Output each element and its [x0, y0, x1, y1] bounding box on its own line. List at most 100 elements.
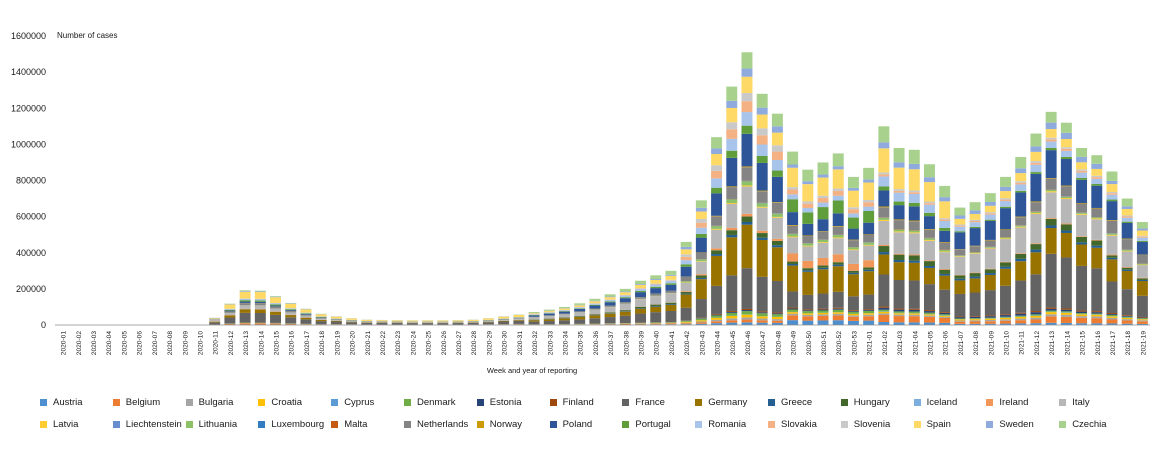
- bar-segment: [1000, 206, 1011, 209]
- bar-segment: [939, 220, 951, 228]
- legend-item: Spain: [913, 414, 951, 434]
- bar-segment: [695, 252, 707, 260]
- bar-segment: [893, 314, 905, 317]
- legend-row: Latvia Liechtenstein Lithuania Luxembourg Ma…: [40, 414, 1150, 436]
- bar-segment: [1106, 313, 1118, 314]
- bar-segment: [847, 217, 859, 229]
- bar-segment: [1121, 267, 1133, 270]
- bar-segment: [863, 269, 875, 272]
- bar-segment: [498, 321, 510, 325]
- bar-segment: [604, 305, 616, 307]
- bar-segment: [984, 201, 996, 206]
- legend-swatch: [840, 398, 848, 406]
- legend-item: France: [622, 392, 665, 412]
- legend-label: Italy: [1072, 396, 1090, 408]
- bar-segment: [756, 239, 768, 277]
- legend-swatch: [404, 398, 411, 406]
- bar-segment: [589, 314, 601, 315]
- bar-segment: [847, 239, 859, 241]
- bar-segment: [650, 279, 662, 280]
- x-tick-label: 2020-10: [197, 331, 204, 356]
- bar-segment: [1076, 236, 1088, 243]
- bar-segment: [665, 302, 677, 305]
- bar-segment: [1106, 281, 1118, 314]
- bar-segment: [1136, 264, 1148, 266]
- bar-segment: [1076, 242, 1088, 245]
- x-tick-label: 2020-16: [289, 331, 296, 356]
- bar-segment: [1121, 222, 1133, 239]
- legend-item: Bulgaria: [185, 392, 233, 412]
- bar-segment: [254, 292, 266, 299]
- bar-segment: [1106, 220, 1118, 221]
- bar-segment: [300, 317, 312, 320]
- bar-segment: [635, 308, 646, 309]
- bar-segment: [741, 224, 753, 269]
- legend-label: Iceland: [926, 396, 958, 408]
- bar-segment: [1015, 217, 1027, 226]
- legend-swatch: [768, 420, 775, 428]
- bar-segment: [695, 320, 707, 322]
- bar-segment: [908, 260, 920, 263]
- bar-segment: [1091, 268, 1103, 312]
- bar-segment: [924, 203, 935, 205]
- bar-segment: [847, 190, 859, 208]
- bar-segment: [254, 291, 266, 293]
- bar-segment: [832, 237, 844, 239]
- bar-segment: [771, 217, 783, 239]
- bar-segment: [635, 280, 646, 285]
- bar-segment: [665, 293, 677, 303]
- bar-segment: [498, 316, 510, 319]
- bar-segment: [1121, 319, 1133, 321]
- bar-segment: [756, 135, 768, 145]
- bar-segment: [1030, 146, 1042, 152]
- bar-segment: [1015, 216, 1027, 218]
- bar-segment: [330, 320, 342, 322]
- bar-segment: [832, 153, 844, 167]
- bar-segment: [1030, 211, 1042, 213]
- bar-segment: [695, 274, 707, 276]
- x-tick-label: 2020-02: [76, 331, 83, 356]
- bar-segment: [756, 93, 768, 108]
- bar-segment: [1060, 257, 1072, 309]
- bar-segment: [1121, 315, 1133, 317]
- bar-segment: [741, 314, 753, 318]
- bar-segment: [1030, 162, 1042, 165]
- bar-segment: [650, 293, 662, 296]
- bar-segment: [574, 305, 586, 307]
- bar-segment: [619, 310, 631, 312]
- bar-segment: [1060, 314, 1072, 317]
- legend-item: Slovenia: [840, 414, 890, 434]
- bar-segment: [711, 170, 723, 179]
- bar-segment: [939, 185, 951, 198]
- bar-segment: [1091, 318, 1103, 324]
- bar-segment: [771, 280, 783, 313]
- legend-label: Spain: [926, 418, 951, 430]
- bar-segment: [756, 320, 768, 323]
- bar-segment: [224, 308, 236, 310]
- bar-segment: [863, 167, 875, 180]
- bar-segment: [482, 322, 494, 325]
- bar-segment: [300, 312, 312, 314]
- bar-segment: [680, 266, 692, 277]
- legend-item: Portugal: [622, 414, 671, 434]
- bar-segment: [939, 289, 951, 313]
- bar-segment: [604, 296, 616, 298]
- bar-segment: [1091, 313, 1103, 315]
- x-tick-label: 2020-11: [213, 331, 220, 355]
- legend-label: Croatia: [271, 396, 303, 408]
- bar-segment: [741, 317, 753, 320]
- bar-segment: [254, 312, 266, 323]
- bar-segment: [726, 320, 738, 323]
- bar-segment: [1060, 322, 1072, 325]
- bar-segment: [863, 182, 875, 201]
- x-tick-label: 2020-42: [684, 331, 691, 356]
- bar-segment: [1045, 312, 1057, 315]
- bar-segment: [1091, 183, 1103, 186]
- bar-segment: [787, 189, 799, 195]
- bar-segment: [756, 162, 768, 191]
- bar-segment: [270, 323, 281, 325]
- bar-segment: [984, 219, 996, 221]
- bar-segment: [619, 303, 631, 310]
- bar-segment: [954, 278, 966, 281]
- bar-segment: [619, 311, 631, 312]
